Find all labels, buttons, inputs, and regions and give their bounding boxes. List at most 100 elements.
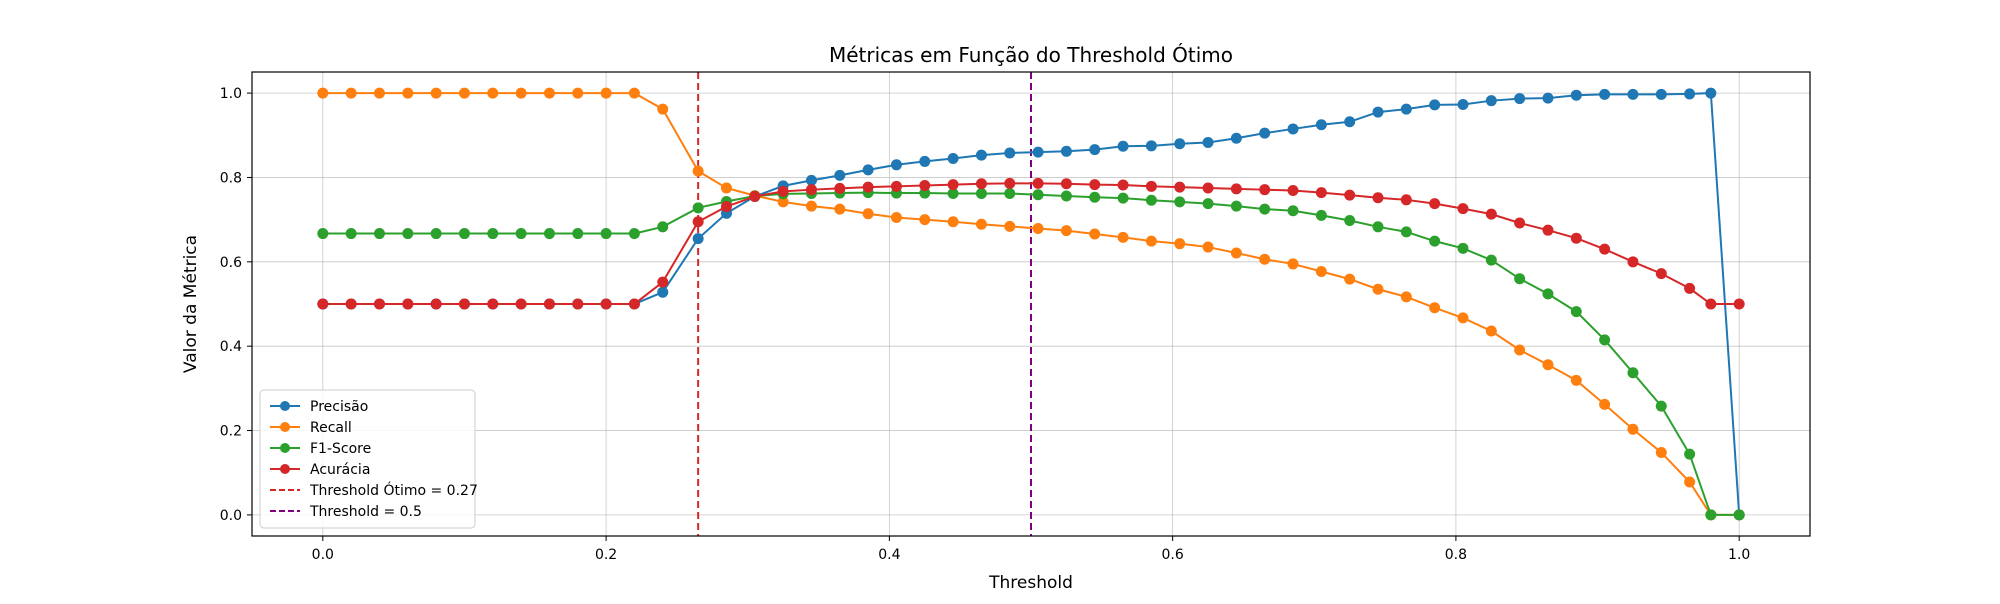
series-2-point — [1287, 205, 1299, 217]
series-3-point — [692, 216, 704, 228]
series-0-point — [1117, 140, 1129, 152]
series-1-point — [862, 208, 874, 220]
series-3-point — [1032, 177, 1044, 189]
y-tick-label: 1.0 — [220, 86, 242, 102]
series-0-point — [805, 174, 817, 186]
series-0-point — [1684, 88, 1696, 100]
series-2-point — [1684, 448, 1696, 460]
series-3-point — [1202, 182, 1214, 194]
series-2-point — [1145, 194, 1157, 206]
x-tick-label: 0.0 — [312, 547, 334, 563]
series-0-point — [1174, 138, 1186, 150]
series-3-point — [1117, 179, 1129, 191]
series-2-point — [600, 228, 612, 240]
series-3-point — [600, 298, 612, 310]
x-tick-label: 0.8 — [1445, 547, 1467, 563]
series-1-point — [543, 87, 555, 99]
series-0-point — [862, 164, 874, 176]
series-0-point — [1542, 92, 1554, 104]
legend-swatch-marker — [280, 422, 290, 432]
y-tick-label: 0.6 — [220, 255, 242, 271]
series-1-point — [628, 87, 640, 99]
series-1-point — [1202, 241, 1214, 253]
series-2-point — [1344, 214, 1356, 226]
plot-frame — [251, 71, 1811, 537]
legend-swatch-marker — [280, 464, 290, 474]
series-2-point — [317, 228, 329, 240]
series-1-point — [515, 87, 527, 99]
series-3-point — [1429, 198, 1441, 210]
series-3-point — [543, 298, 555, 310]
series-2-point — [1032, 189, 1044, 201]
series-3-point — [1174, 181, 1186, 193]
series-0-point — [1004, 147, 1016, 159]
series-2-point — [919, 187, 931, 199]
series-0-point — [919, 155, 931, 167]
series-1-point — [657, 103, 669, 115]
series-2-point — [402, 228, 414, 240]
series-3-point — [1627, 256, 1639, 268]
series-1-point — [1457, 312, 1469, 324]
series-3-point — [1400, 194, 1412, 206]
series-3-point — [1705, 298, 1717, 310]
series-0-point — [1230, 132, 1242, 144]
series-2-point — [692, 202, 704, 214]
series-3-point — [487, 298, 499, 310]
series-1-point — [402, 87, 414, 99]
series-1-point — [1145, 235, 1157, 247]
series-1-point — [1174, 238, 1186, 250]
series-3-point — [1145, 180, 1157, 192]
series-1-point — [1060, 225, 1072, 237]
y-tick-label: 0.0 — [220, 508, 242, 524]
series-2-point — [1570, 306, 1582, 318]
series-1-point — [572, 87, 584, 99]
series-3-point — [572, 298, 584, 310]
series-1-point — [692, 165, 704, 177]
series-3-point — [317, 298, 329, 310]
series-1-point — [1684, 476, 1696, 488]
series-2-point — [1485, 254, 1497, 266]
series-3-point — [1060, 178, 1072, 190]
legend-swatch-marker — [280, 443, 290, 453]
series-3-point — [919, 179, 931, 191]
series-0-point — [1627, 88, 1639, 100]
series-1-point — [947, 216, 959, 228]
series-2-point — [1733, 509, 1745, 521]
series-2-point — [543, 228, 555, 240]
series-2-point — [1004, 187, 1016, 199]
series-3-point — [1344, 189, 1356, 201]
series-layer — [317, 87, 1745, 521]
series-0-point — [1429, 99, 1441, 111]
series-3-point — [515, 298, 527, 310]
legend-label: Threshold = 0.5 — [309, 504, 422, 520]
series-1-point — [1032, 222, 1044, 234]
legend-swatch-marker — [280, 401, 290, 411]
series-3-point — [1599, 243, 1611, 255]
series-2-point — [1514, 273, 1526, 285]
series-2-point — [1542, 288, 1554, 300]
series-3-point — [834, 182, 846, 194]
series-0-point — [1372, 106, 1384, 118]
series-2-point — [975, 187, 987, 199]
series-3-point — [890, 180, 902, 192]
series-3-point — [345, 298, 357, 310]
series-0-point — [1202, 136, 1214, 148]
series-1-point — [1004, 220, 1016, 232]
series-2-point — [430, 228, 442, 240]
x-tick-label: 1.0 — [1728, 547, 1750, 563]
tick-layer: 0.0 0.2 0.4 0.6 0.8 1.0 0.0 0.2 0.4 0.6 0.8 1.0 — [220, 86, 1751, 563]
series-1-point — [317, 87, 329, 99]
series-3-point — [1372, 192, 1384, 204]
series-1-point — [458, 87, 470, 99]
legend-label: Precisão — [310, 399, 368, 415]
series-2-point — [1089, 191, 1101, 203]
series-2-point — [1117, 192, 1129, 204]
series-1-point — [430, 87, 442, 99]
series-3-point — [1259, 184, 1271, 196]
series-3-point — [777, 185, 789, 197]
series-3-point — [373, 298, 385, 310]
series-3-point — [1485, 208, 1497, 220]
series-2-point — [1372, 221, 1384, 233]
x-tick-label: 0.4 — [878, 547, 900, 563]
